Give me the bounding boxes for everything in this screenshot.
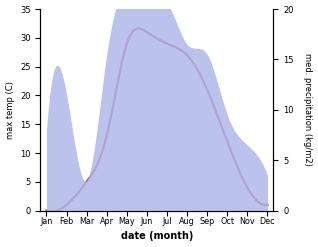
X-axis label: date (month): date (month) xyxy=(121,231,193,242)
Y-axis label: med. precipitation (kg/m2): med. precipitation (kg/m2) xyxy=(303,53,313,166)
Y-axis label: max temp (C): max temp (C) xyxy=(5,81,15,139)
